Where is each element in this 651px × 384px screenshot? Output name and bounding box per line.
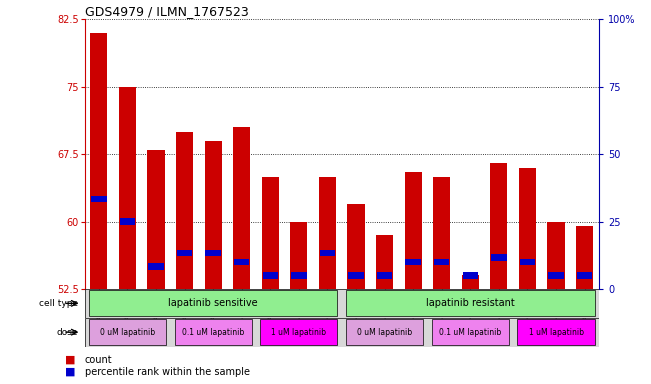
Bar	[490, 163, 508, 289]
Bar	[406, 259, 421, 265]
Bar	[262, 272, 278, 279]
Bar	[89, 319, 166, 345]
Bar	[204, 141, 222, 289]
Bar	[576, 226, 593, 289]
Bar	[348, 204, 365, 289]
Text: count: count	[85, 355, 112, 365]
Bar	[234, 259, 249, 265]
Bar	[548, 272, 564, 279]
Text: 0.1 uM lapatinib: 0.1 uM lapatinib	[439, 328, 501, 337]
Bar	[577, 272, 592, 279]
Text: 1 uM lapatinib: 1 uM lapatinib	[529, 328, 583, 337]
Text: percentile rank within the sample: percentile rank within the sample	[85, 366, 249, 377]
Bar	[148, 263, 164, 270]
Bar	[206, 250, 221, 256]
Bar	[405, 172, 422, 289]
Bar	[492, 254, 506, 261]
Bar	[432, 319, 509, 345]
Bar	[89, 290, 337, 316]
Bar	[260, 319, 337, 345]
Text: GDS4979 / ILMN_1767523: GDS4979 / ILMN_1767523	[85, 5, 249, 18]
Text: ■: ■	[65, 355, 76, 365]
Text: lapatinib sensitive: lapatinib sensitive	[169, 298, 258, 308]
Bar	[177, 250, 192, 256]
Bar	[174, 319, 252, 345]
Bar	[434, 259, 449, 265]
Bar	[518, 319, 594, 345]
Bar	[377, 272, 393, 279]
Text: 0.1 uM lapatinib: 0.1 uM lapatinib	[182, 328, 244, 337]
Bar	[519, 259, 535, 265]
Bar	[233, 127, 251, 289]
Bar	[547, 222, 564, 289]
Bar	[346, 319, 423, 345]
Text: cell type: cell type	[39, 299, 78, 308]
Bar	[148, 150, 165, 289]
Bar	[262, 177, 279, 289]
Bar	[433, 177, 450, 289]
Bar	[291, 272, 307, 279]
Bar	[463, 272, 478, 279]
Bar	[90, 33, 107, 289]
Text: dose: dose	[57, 328, 78, 337]
Text: lapatinib resistant: lapatinib resistant	[426, 298, 515, 308]
Bar	[176, 132, 193, 289]
Bar	[91, 196, 107, 202]
Bar	[348, 272, 364, 279]
Bar	[346, 290, 594, 316]
Bar	[462, 275, 479, 289]
Text: 0 uM lapatinib: 0 uM lapatinib	[100, 328, 155, 337]
Bar	[376, 235, 393, 289]
Bar	[319, 177, 336, 289]
Bar	[320, 250, 335, 256]
Bar	[290, 222, 307, 289]
Bar	[119, 87, 136, 289]
Text: 1 uM lapatinib: 1 uM lapatinib	[271, 328, 326, 337]
Text: ■: ■	[65, 366, 76, 377]
Text: 0 uM lapatinib: 0 uM lapatinib	[357, 328, 412, 337]
Bar	[120, 218, 135, 225]
Bar	[519, 167, 536, 289]
